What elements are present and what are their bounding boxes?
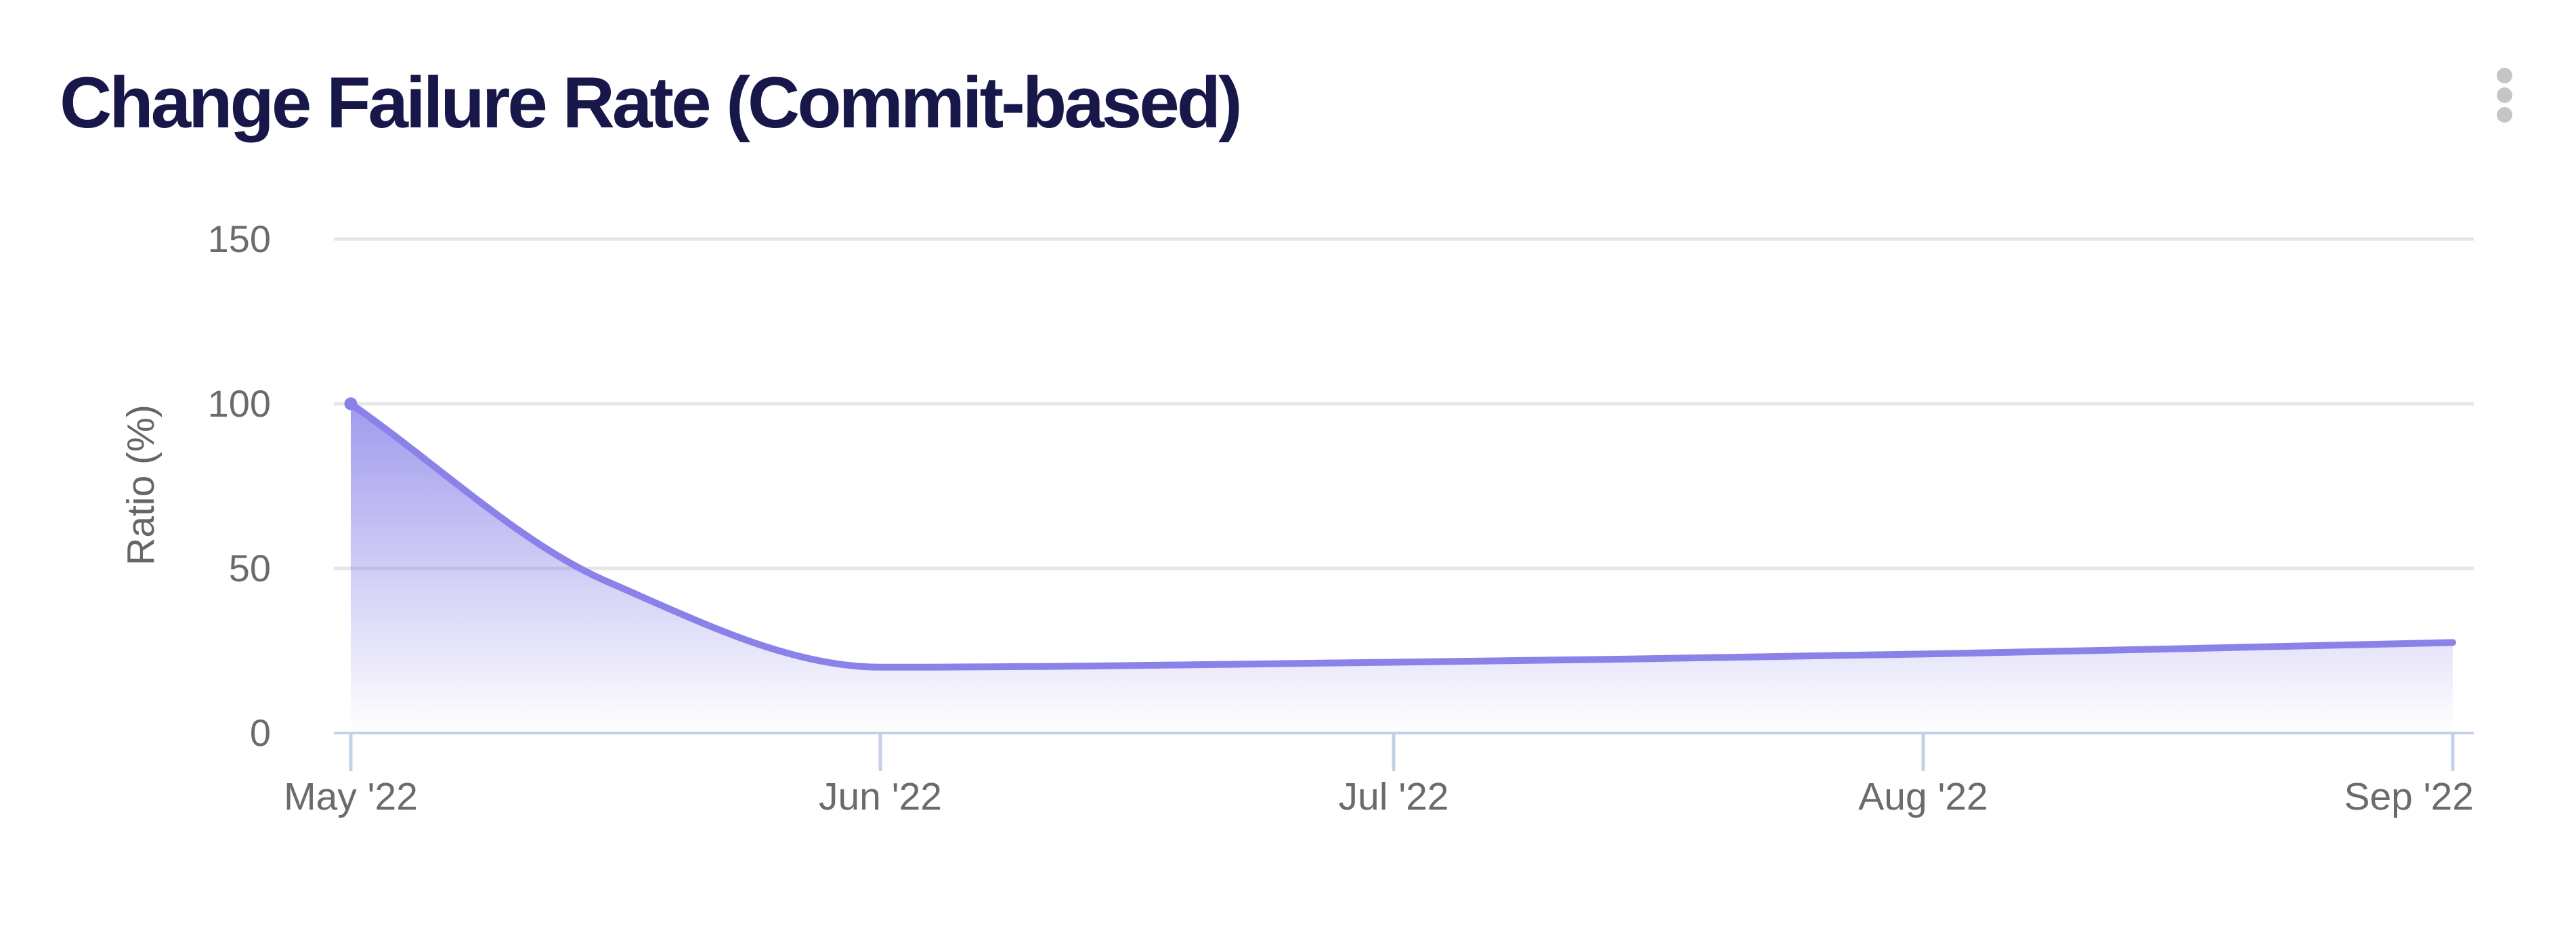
start-point-dot [344, 397, 358, 411]
x-tick-label-jul: Jul '22 [1338, 775, 1449, 818]
y-axis-title: Ratio (%) [119, 404, 163, 566]
x-tick-label-sep: Sep '22 [2344, 775, 2474, 818]
x-tick-label-aug: Aug '22 [1858, 775, 1988, 818]
kebab-menu-icon[interactable] [2496, 68, 2512, 127]
chart-title: Change Failure Rate (Commit-based) [60, 62, 1243, 143]
horizontal-gridlines [334, 237, 2474, 570]
x-tick-label-jun: Jun '22 [818, 775, 943, 818]
kebab-dot [2496, 87, 2512, 103]
x-tick-label-may: May '22 [284, 775, 418, 818]
y-tick-label-0: 0 [249, 711, 271, 754]
trend-line [347, 400, 2456, 671]
y-tick-label-50: 50 [228, 547, 271, 589]
x-axis-ticks [349, 733, 2455, 771]
kebab-dot [2496, 107, 2512, 123]
y-tick-label-100: 100 [207, 382, 271, 425]
kebab-dot [2496, 68, 2512, 83]
area-fill [351, 404, 2453, 733]
y-tick-label-150: 150 [207, 217, 271, 260]
